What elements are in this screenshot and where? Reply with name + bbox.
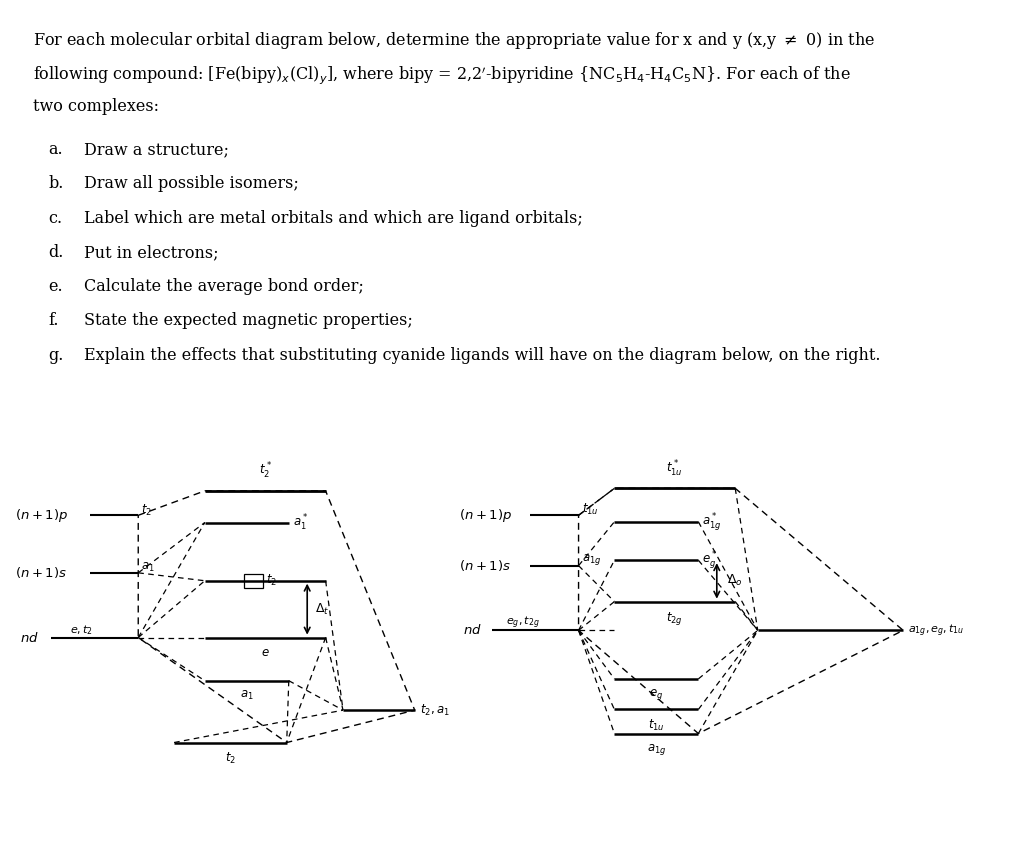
Text: $t_2, a_1$: $t_2, a_1$ (420, 703, 450, 717)
Text: For each molecular orbital diagram below, determine the appropriate value for x : For each molecular orbital diagram below… (33, 30, 874, 51)
Text: $\Delta_o$: $\Delta_o$ (727, 574, 742, 588)
Text: Label which are metal orbitals and which are ligand orbitals;: Label which are metal orbitals and which… (84, 210, 583, 227)
Text: Draw a structure;: Draw a structure; (84, 141, 229, 158)
Text: a.: a. (48, 141, 62, 158)
Text: following compound: [Fe(bipy)$_x$(Cl)$_y$], where bipy = 2,2$'$-bipyridine {NC$_: following compound: [Fe(bipy)$_x$(Cl)$_y… (33, 64, 850, 86)
Text: $nd$: $nd$ (20, 631, 39, 645)
Text: $nd$: $nd$ (463, 623, 481, 638)
Text: $t_{1u}^*$: $t_{1u}^*$ (667, 459, 683, 479)
Text: $t_2^*$: $t_2^*$ (259, 461, 271, 480)
Text: d.: d. (48, 244, 63, 261)
Text: $a_1$: $a_1$ (240, 689, 254, 703)
Text: $t_{1u}$: $t_{1u}$ (582, 502, 598, 517)
Text: g.: g. (48, 347, 63, 364)
Text: two complexes:: two complexes: (33, 98, 159, 116)
Text: $t_{1u}$: $t_{1u}$ (648, 718, 665, 733)
Text: $e_g, t_{2g}$: $e_g, t_{2g}$ (506, 615, 540, 631)
Text: Calculate the average bond order;: Calculate the average bond order; (84, 278, 364, 295)
Text: $e, t_2$: $e, t_2$ (70, 623, 93, 637)
Text: f.: f. (48, 312, 58, 330)
Text: $(n+1)p$: $(n+1)p$ (15, 507, 69, 524)
Text: $\Delta_t$: $\Delta_t$ (315, 602, 330, 616)
Text: $(n+1)p$: $(n+1)p$ (459, 507, 512, 524)
Text: Put in electrons;: Put in electrons; (84, 244, 218, 261)
Text: $(n+1)s$: $(n+1)s$ (459, 558, 511, 574)
Text: $t_{2g}$: $t_{2g}$ (667, 610, 683, 627)
Text: $a_{1g}$: $a_{1g}$ (647, 742, 666, 757)
Text: $a_1$: $a_1$ (141, 562, 155, 574)
Text: c.: c. (48, 210, 62, 227)
Text: $(n+1)s$: $(n+1)s$ (15, 565, 68, 580)
Text: Draw all possible isomers;: Draw all possible isomers; (84, 175, 299, 193)
Text: $e$: $e$ (261, 646, 269, 659)
Text: e.: e. (48, 278, 62, 295)
Text: $a_{1g}^*$: $a_{1g}^*$ (702, 511, 722, 532)
Text: State the expected magnetic properties;: State the expected magnetic properties; (84, 312, 413, 330)
Text: $t_2$: $t_2$ (141, 502, 153, 518)
Text: Explain the effects that substituting cyanide ligands will have on the diagram b: Explain the effects that substituting cy… (84, 347, 881, 364)
Text: $t_2$: $t_2$ (266, 574, 278, 588)
Text: $a_{1g}$: $a_{1g}$ (582, 552, 601, 568)
Text: $t_2$: $t_2$ (225, 751, 236, 766)
Text: $a_{1g}, e_g, t_{1u}$: $a_{1g}, e_g, t_{1u}$ (908, 622, 965, 639)
Text: $e_g^*$: $e_g^*$ (702, 550, 718, 571)
Text: $a_1^*$: $a_1^*$ (293, 513, 308, 532)
Text: $e_g$: $e_g$ (649, 687, 664, 703)
Bar (244, 574, 263, 587)
Text: b.: b. (48, 175, 63, 193)
